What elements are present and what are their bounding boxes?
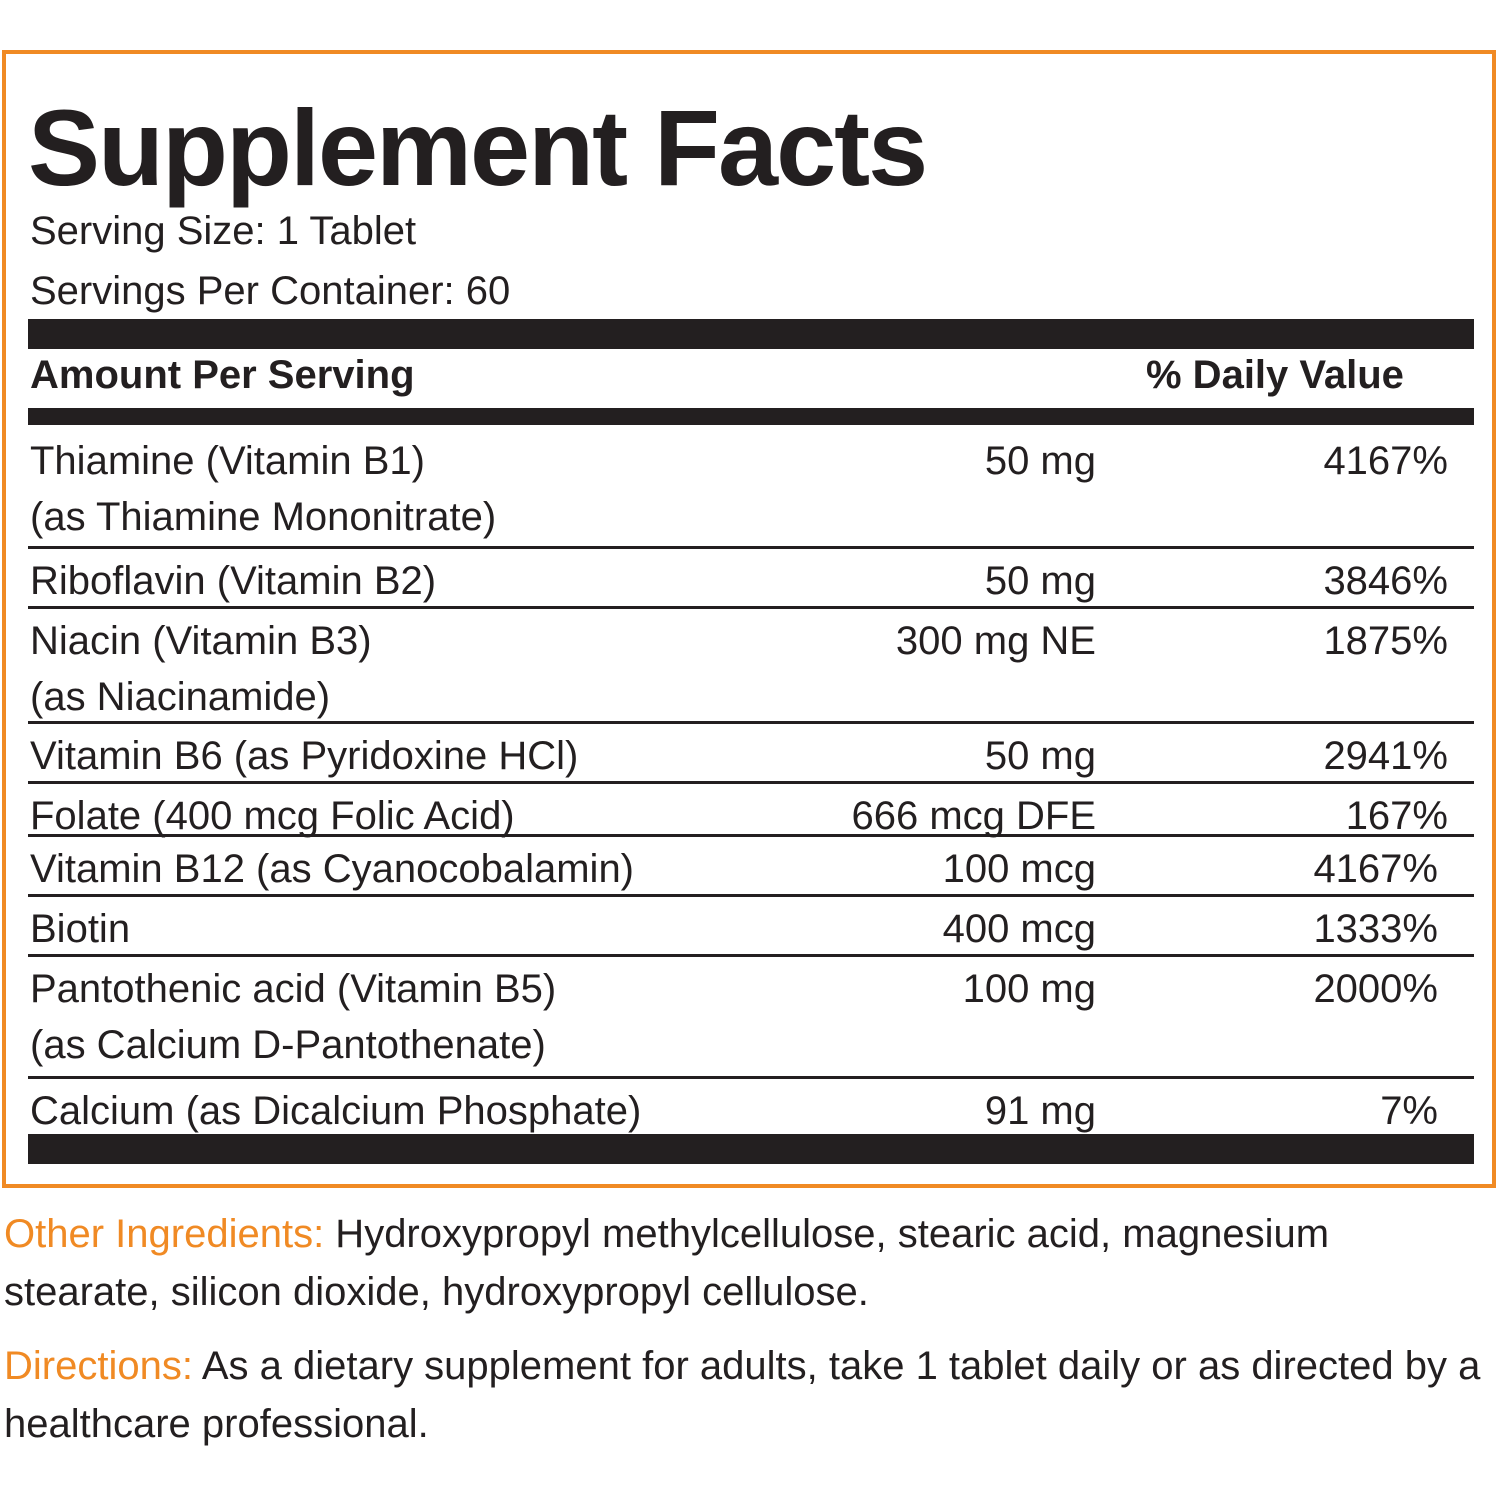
thick-divider-bottom xyxy=(28,1134,1474,1164)
nutrient-amount: 100 mcg xyxy=(942,847,1096,891)
other-ingredients-label: Other Ingredients: xyxy=(4,1212,325,1256)
daily-value-header: % Daily Value xyxy=(1146,353,1404,397)
nutrient-name-line1: Pantothenic acid (Vitamin B5) xyxy=(30,967,557,1011)
table-row: Thiamine (Vitamin B1) (as Thiamine Mononi… xyxy=(28,429,1474,549)
nutrient-daily-value: 167% xyxy=(1345,794,1448,838)
nutrient-name-line1: Biotin xyxy=(30,907,131,951)
table-row: Vitamin B12 (as Cyanocobalamin) 100 mcg 41… xyxy=(28,837,1474,897)
nutrient-amount: 300 mg NE xyxy=(895,619,1096,663)
nutrient-name: Niacin (Vitamin B3) (as Niacinamide) xyxy=(30,613,372,725)
nutrient-amount: 666 mcg DFE xyxy=(851,794,1096,838)
nutrient-daily-value: 3846% xyxy=(1323,559,1448,603)
nutrient-amount: 400 mcg xyxy=(942,907,1096,951)
nutrient-name: Calcium (as Dicalcium Phosphate) xyxy=(30,1083,641,1139)
other-ingredients-text: Hydroxypropyl methylcellulose, stearic a… xyxy=(4,1212,1330,1314)
nutrient-daily-value: 2941% xyxy=(1323,734,1448,778)
thick-divider-top xyxy=(28,319,1474,349)
nutrient-name: Pantothenic acid (Vitamin B5) (as Calcium… xyxy=(30,961,556,1073)
row-divider xyxy=(28,834,1474,837)
nutrient-name-line2: (as Calcium D-Pantothenate) xyxy=(30,1023,546,1067)
amount-per-serving-header: Amount Per Serving xyxy=(30,353,415,397)
table-row: Calcium (as Dicalcium Phosphate) 91 mg 7% xyxy=(28,1079,1474,1134)
nutrient-daily-value: 1875% xyxy=(1323,619,1448,663)
row-divider xyxy=(28,546,1474,549)
nutrient-daily-value: 2000% xyxy=(1313,967,1438,1011)
directions: Directions: As a dietary supplement for … xyxy=(4,1337,1494,1453)
serving-size: Serving Size: 1 Tablet xyxy=(30,209,417,253)
supplement-facts-panel: Supplement Facts Serving Size: 1 Tablet … xyxy=(2,50,1496,1188)
nutrient-name-line1: Thiamine (Vitamin B1) xyxy=(30,439,425,483)
table-row: Folate (400 mcg Folic Acid) 666 mcg DFE 16… xyxy=(28,784,1474,838)
nutrient-name-line1: Folate (400 mcg Folic Acid) xyxy=(30,794,515,838)
panel-title: Supplement Facts xyxy=(28,87,928,208)
table-row: Riboflavin (Vitamin B2) 50 mg 3846% xyxy=(28,549,1474,609)
table-row: Pantothenic acid (Vitamin B5) (as Calcium… xyxy=(28,957,1474,1079)
nutrient-daily-value: 7% xyxy=(1380,1089,1438,1133)
other-ingredients: Other Ingredients: Hydroxypropyl methylc… xyxy=(4,1205,1494,1321)
nutrient-name: Thiamine (Vitamin B1) (as Thiamine Mononi… xyxy=(30,433,496,545)
nutrient-name: Folate (400 mcg Folic Acid) xyxy=(30,788,515,844)
nutrient-daily-value: 4167% xyxy=(1323,439,1448,483)
row-divider xyxy=(28,721,1474,724)
nutrient-name-line2: (as Thiamine Mononitrate) xyxy=(30,495,497,539)
nutrient-daily-value: 4167% xyxy=(1313,847,1438,891)
nutrient-amount: 91 mg xyxy=(984,1089,1096,1133)
nutrient-amount: 100 mg xyxy=(962,967,1096,1011)
nutrient-name-line1: Vitamin B12 (as Cyanocobalamin) xyxy=(30,847,635,891)
nutrient-daily-value: 1333% xyxy=(1313,907,1438,951)
nutrient-name-line2: (as Niacinamide) xyxy=(30,675,331,719)
nutrient-amount: 50 mg xyxy=(984,559,1096,603)
row-divider xyxy=(28,1076,1474,1079)
nutrient-name-line1: Vitamin B6 (as Pyridoxine HCl) xyxy=(30,734,579,778)
table-row: Vitamin B6 (as Pyridoxine HCl) 50 mg 2941% xyxy=(28,724,1474,784)
table-row: Niacin (Vitamin B3) (as Niacinamide) 300 m… xyxy=(28,609,1474,724)
table-row: Biotin 400 mcg 1333% xyxy=(28,897,1474,957)
nutrient-name-line1: Calcium (as Dicalcium Phosphate) xyxy=(30,1089,642,1133)
servings-per-container: Servings Per Container: 60 xyxy=(30,269,511,313)
row-divider xyxy=(28,606,1474,609)
nutrient-amount: 50 mg xyxy=(984,439,1096,483)
row-divider xyxy=(28,894,1474,897)
nutrient-amount: 50 mg xyxy=(984,734,1096,778)
medium-divider xyxy=(28,408,1474,425)
nutrient-name-line1: Riboflavin (Vitamin B2) xyxy=(30,559,437,603)
nutrient-name: Biotin xyxy=(30,901,130,957)
nutrient-name-line1: Niacin (Vitamin B3) xyxy=(30,619,372,663)
nutrient-name: Vitamin B12 (as Cyanocobalamin) xyxy=(30,841,634,897)
directions-text: As a dietary supplement for adults, take… xyxy=(4,1344,1481,1446)
row-divider xyxy=(28,781,1474,784)
directions-label: Directions: xyxy=(4,1344,193,1388)
nutrient-name: Riboflavin (Vitamin B2) xyxy=(30,553,436,609)
row-divider xyxy=(28,954,1474,957)
nutrient-name: Vitamin B6 (as Pyridoxine HCl) xyxy=(30,728,578,784)
